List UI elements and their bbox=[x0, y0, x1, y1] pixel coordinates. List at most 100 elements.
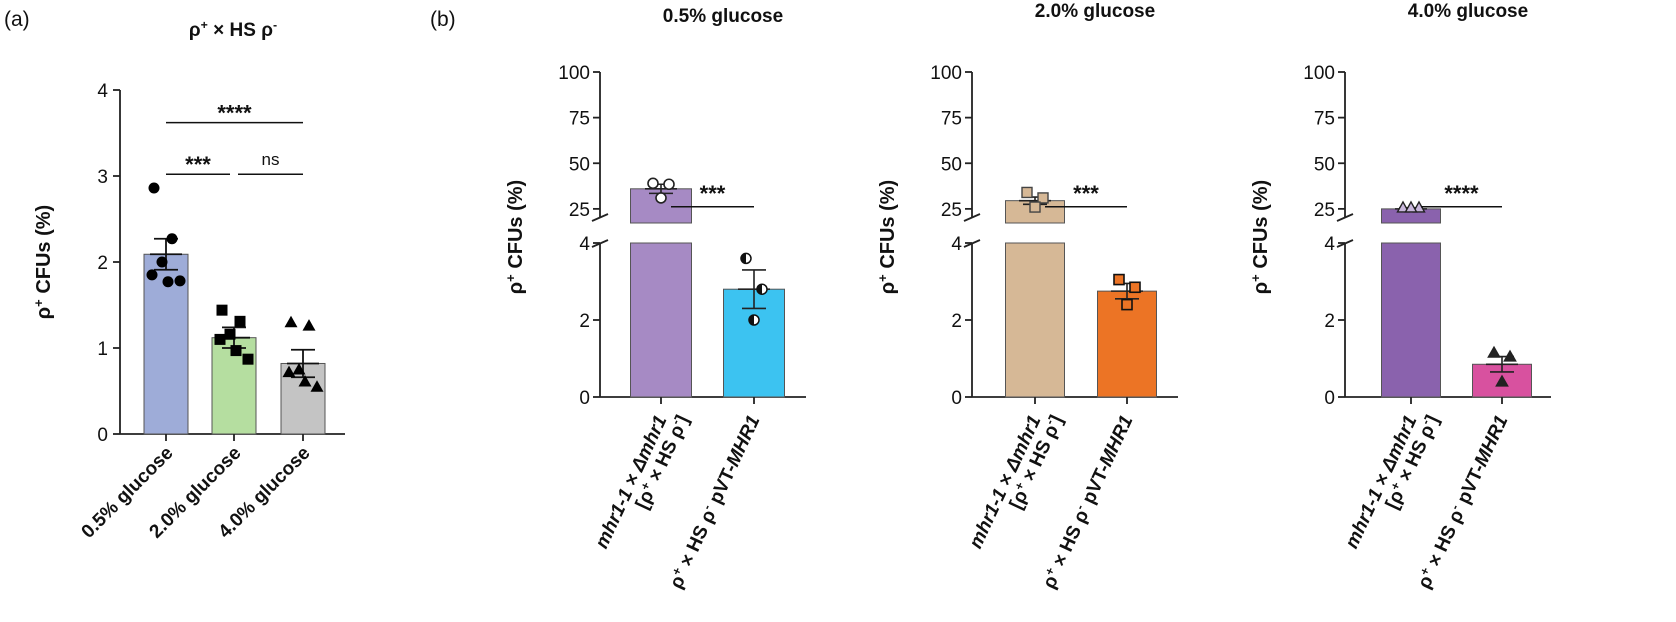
x-tick-label-part: × HS ρ bbox=[674, 507, 721, 575]
y-tick-label: 2 bbox=[951, 311, 962, 332]
x-tick-label-part: pVT- bbox=[703, 461, 742, 512]
data-point bbox=[663, 178, 675, 191]
panel-label-b: (b) bbox=[430, 8, 456, 31]
x-tick-label-part: pVT- bbox=[1451, 461, 1490, 512]
data-point bbox=[655, 192, 667, 204]
chart-title-part: × HS ρ bbox=[208, 20, 273, 41]
chart-title-part: + bbox=[201, 18, 208, 32]
data-point bbox=[740, 252, 752, 265]
data-point bbox=[647, 177, 659, 190]
x-tick-label-part: MHR1 bbox=[1096, 412, 1138, 470]
data-point bbox=[148, 182, 160, 194]
y-tick-label: 50 bbox=[941, 154, 962, 175]
axis-break-mark bbox=[963, 213, 981, 222]
y-tick-label: 50 bbox=[1314, 154, 1335, 175]
y-tick-label: 50 bbox=[569, 154, 590, 175]
chart-title: 2.0% glucose bbox=[1035, 1, 1155, 22]
data-point bbox=[1503, 349, 1517, 362]
y-tick-label: 100 bbox=[558, 63, 590, 84]
x-tick-label-part: × HS ρ bbox=[1047, 507, 1094, 575]
data-point bbox=[162, 276, 174, 288]
y-tick-label: 0 bbox=[1324, 388, 1335, 409]
x-tick-label-part: - bbox=[1073, 502, 1087, 512]
significance-label: *** bbox=[185, 152, 211, 177]
data-point bbox=[234, 315, 246, 327]
significance-label: *** bbox=[700, 181, 726, 206]
data-point bbox=[224, 328, 236, 340]
y-axis-label-part: + bbox=[503, 274, 518, 282]
chart-title: ρ+ × HS ρ- bbox=[189, 18, 277, 41]
data-point bbox=[1029, 201, 1041, 213]
bar-lower bbox=[1005, 242, 1065, 398]
x-tick-label-part: - bbox=[700, 502, 714, 512]
y-tick-label: 4 bbox=[97, 81, 108, 102]
significance-label: **** bbox=[1444, 181, 1479, 206]
y-tick-label: 100 bbox=[1303, 63, 1335, 84]
data-point bbox=[230, 345, 242, 357]
significance-label: *** bbox=[1073, 181, 1099, 206]
axis-break-mark bbox=[1336, 213, 1354, 222]
data-point bbox=[146, 269, 158, 281]
data-point bbox=[166, 233, 178, 245]
x-tick-label-part: MHR1 bbox=[723, 412, 765, 470]
x-tick-label-part: - bbox=[1042, 417, 1056, 427]
data-point bbox=[282, 365, 296, 378]
x-tick-label-part: pVT- bbox=[1076, 461, 1115, 512]
data-point bbox=[284, 315, 298, 328]
x-tick-label-part: - bbox=[1418, 417, 1432, 427]
data-point bbox=[1404, 200, 1418, 213]
data-point bbox=[1037, 192, 1049, 204]
data-point-half bbox=[749, 315, 754, 325]
y-axis-label-part: + bbox=[31, 299, 46, 307]
data-point-half bbox=[741, 253, 746, 264]
y-tick-label: 3 bbox=[97, 167, 108, 188]
y-axis-label-part: CFUs (%) bbox=[505, 180, 527, 274]
data-point bbox=[216, 304, 228, 316]
x-tick-label-part: - bbox=[668, 417, 682, 427]
data-point bbox=[310, 380, 324, 392]
data-point bbox=[214, 333, 226, 345]
data-point bbox=[156, 256, 168, 268]
y-tick-label: 2 bbox=[1324, 311, 1335, 332]
y-axis-label-part: CFUs (%) bbox=[33, 205, 55, 299]
data-point bbox=[1396, 200, 1410, 213]
y-axis-label: ρ+ CFUs (%) bbox=[875, 180, 900, 294]
y-tick-label: 75 bbox=[941, 109, 962, 130]
significance-label: ns bbox=[262, 150, 280, 169]
y-axis-label-part: CFUs (%) bbox=[877, 180, 899, 274]
data-point bbox=[242, 353, 254, 365]
chart-title: 0.5% glucose bbox=[663, 6, 783, 27]
chart-title-part: - bbox=[273, 18, 277, 32]
y-axis-label-part: ρ bbox=[505, 282, 527, 294]
y-axis-label-part: ρ bbox=[33, 307, 55, 319]
significance-label: **** bbox=[217, 101, 252, 126]
data-point bbox=[1021, 186, 1033, 199]
y-axis-label: ρ+ CFUs (%) bbox=[31, 205, 56, 319]
y-tick-label: 2 bbox=[579, 311, 590, 332]
data-point bbox=[1121, 298, 1133, 311]
y-tick-label: 75 bbox=[1314, 109, 1335, 130]
bar-lower bbox=[1381, 242, 1441, 398]
data-point bbox=[1487, 345, 1501, 358]
data-point bbox=[1495, 374, 1509, 387]
data-point bbox=[1129, 281, 1141, 294]
y-axis-label-part: + bbox=[1248, 274, 1263, 282]
y-tick-label: 0 bbox=[951, 388, 962, 409]
y-tick-label: 25 bbox=[1314, 200, 1335, 221]
y-axis-label-part: ρ bbox=[1250, 282, 1272, 294]
panel-label-a: (a) bbox=[4, 8, 30, 31]
y-tick-label: 1 bbox=[97, 339, 108, 360]
y-tick-label: 2 bbox=[97, 253, 108, 274]
y-tick-label: 4 bbox=[579, 234, 590, 255]
data-point bbox=[302, 319, 316, 331]
y-tick-label: 4 bbox=[1324, 234, 1335, 255]
chart-title: 4.0% glucose bbox=[1408, 1, 1528, 22]
data-point bbox=[748, 314, 760, 326]
y-tick-label: 75 bbox=[569, 109, 590, 130]
y-axis-label-part: + bbox=[875, 274, 890, 282]
data-point-half bbox=[757, 284, 762, 295]
